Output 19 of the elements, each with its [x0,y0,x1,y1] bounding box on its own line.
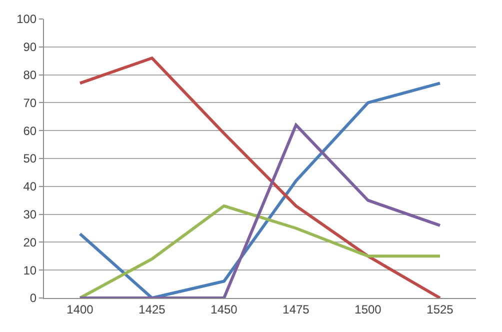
y-tick-label: 10 [23,263,37,278]
x-tick-label: 1475 [282,302,310,316]
y-tick-label: 60 [23,124,37,138]
x-tick-label: 1400 [66,302,94,316]
y-tick-label: 30 [23,208,37,222]
y-tick-label: 90 [23,40,37,54]
y-tick-label: 100 [16,12,37,26]
y-tick-label: 50 [23,152,37,166]
y-tick-label: 70 [23,96,37,110]
y-tick-label: 20 [23,235,37,250]
x-tick-label: 1450 [210,302,238,316]
y-tick-label: 80 [23,68,37,82]
line-series [78,204,442,298]
line-series [78,124,442,298]
x-tick-label: 1500 [354,302,382,316]
y-tick-label: 0 [30,291,37,306]
y-tick-label: 40 [23,180,37,194]
x-tick-label: 1525 [426,302,454,316]
x-tick-label: 1425 [138,302,166,316]
